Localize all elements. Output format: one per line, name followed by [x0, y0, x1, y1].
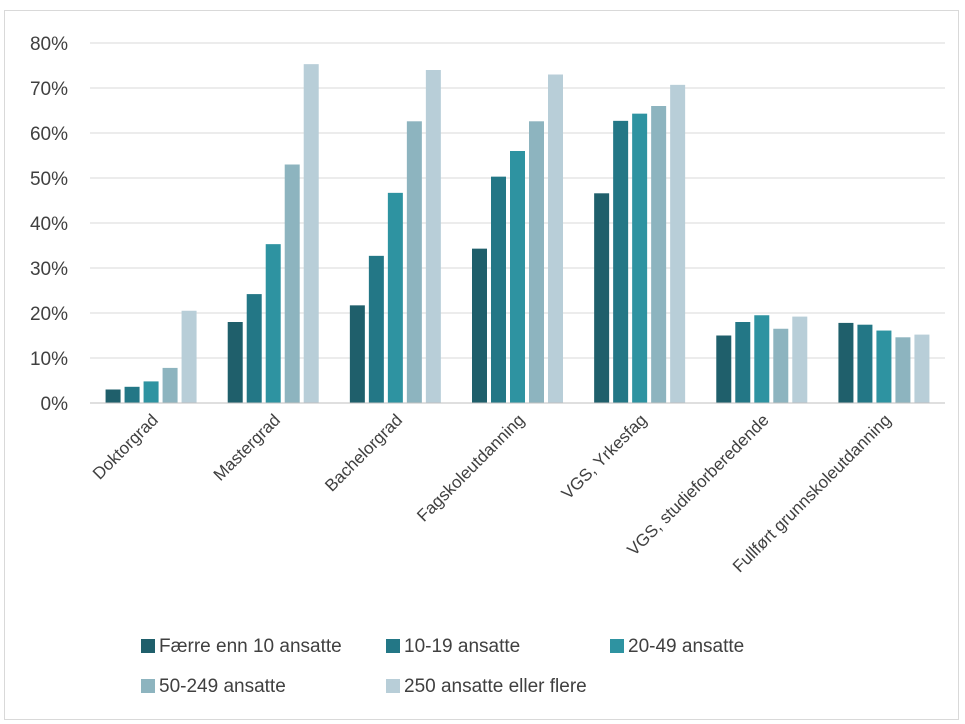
bar — [651, 106, 667, 403]
bar — [227, 322, 243, 403]
y-tick-label: 50% — [30, 169, 68, 190]
bar — [838, 322, 854, 403]
bar — [510, 151, 525, 403]
bar — [284, 164, 300, 403]
legend-label: 250 ansatte eller flere — [404, 676, 587, 697]
bar — [735, 322, 751, 403]
bar — [716, 335, 732, 403]
legend-label: 50-249 ansatte — [159, 676, 286, 697]
bar — [265, 244, 281, 403]
bar — [876, 330, 892, 403]
bar — [303, 64, 319, 404]
bar — [246, 294, 262, 403]
bar — [181, 310, 197, 403]
bar — [754, 315, 770, 403]
bar — [368, 255, 384, 403]
legend-swatch — [610, 639, 624, 653]
legend: Færre enn 10 ansatte 10-19 ansatte 20-49 a… — [141, 636, 744, 697]
legend-label: 10-19 ansatte — [404, 636, 520, 657]
bar — [548, 74, 563, 403]
bar — [162, 367, 178, 403]
y-tick-label: 30% — [30, 259, 68, 280]
legend-swatch — [141, 639, 155, 653]
category-label: Bachelorgrad — [321, 410, 406, 495]
bar — [124, 386, 140, 403]
legend-label: Færre enn 10 ansatte — [159, 636, 342, 657]
bar — [406, 121, 422, 404]
bar — [425, 70, 441, 403]
category-label: VGS, studieforberedende — [624, 410, 773, 559]
category-label: VGS, Yrkesfag — [558, 410, 651, 503]
category-label: Doktorgrad — [89, 410, 162, 483]
bar — [387, 192, 403, 403]
category-labels: Doktorgrad Mastergrad Bachelorgrad Fagskole… — [89, 410, 895, 576]
legend-swatch — [386, 639, 400, 653]
bar — [792, 316, 808, 403]
y-tick-label: 20% — [30, 304, 68, 325]
y-tick-label: 70% — [30, 79, 68, 100]
bar — [529, 121, 544, 404]
bar — [472, 248, 487, 403]
y-axis-ticks: 0% 10% 20% 30% 40% 50% 60% 70% 80% — [30, 34, 68, 415]
bars — [105, 64, 930, 404]
y-tick-label: 60% — [30, 124, 68, 145]
y-tick-label: 80% — [30, 34, 68, 55]
bar — [773, 328, 789, 403]
category-label: Mastergrad — [210, 410, 284, 484]
category-label: Fagskoleutdanning — [413, 410, 528, 525]
y-tick-label: 0% — [41, 394, 69, 415]
bar — [895, 337, 911, 403]
y-tick-label: 40% — [30, 214, 68, 235]
legend-swatch — [141, 679, 155, 693]
legend-swatch — [386, 679, 400, 693]
legend-label: 20-49 ansatte — [628, 636, 744, 657]
bar — [105, 389, 121, 403]
bar — [857, 324, 873, 403]
bar — [613, 120, 629, 403]
bar — [914, 334, 930, 403]
bar — [491, 176, 506, 403]
bar — [594, 193, 610, 403]
bar — [143, 381, 159, 403]
bar — [670, 84, 686, 403]
bar — [349, 305, 365, 403]
bar — [632, 113, 648, 404]
y-tick-label: 10% — [30, 349, 68, 370]
